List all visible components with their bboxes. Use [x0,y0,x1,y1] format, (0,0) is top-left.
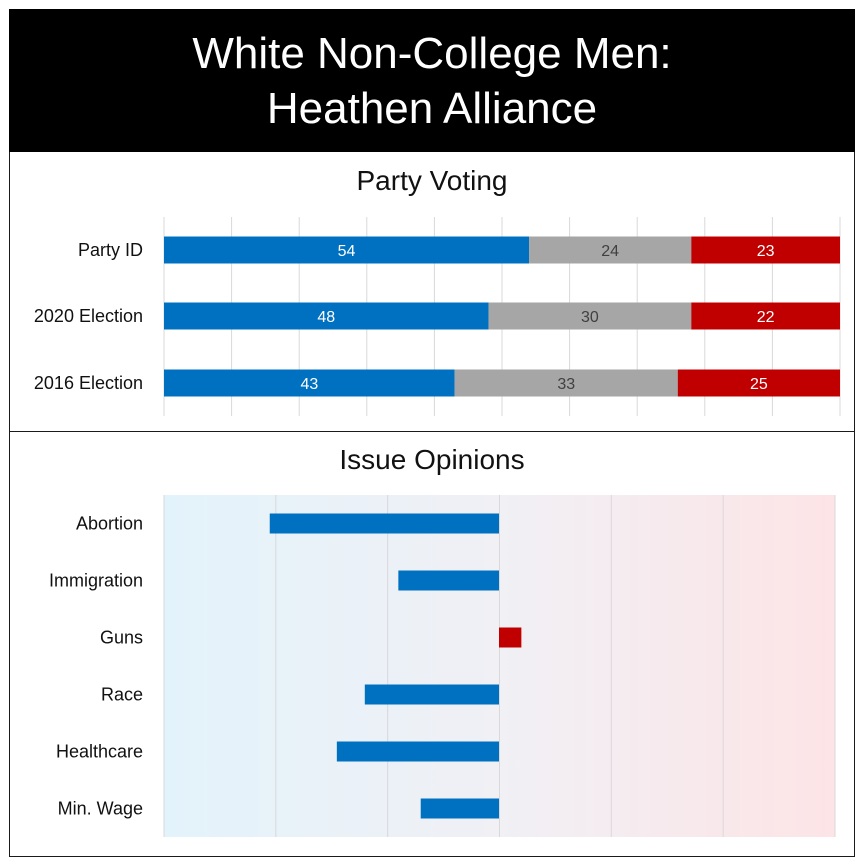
party-segment-value: 48 [317,309,335,326]
issue-category-label: Abortion [76,514,143,534]
issue-bar [398,570,499,591]
issue-category-label: Healthcare [56,742,143,762]
section-divider [9,431,855,432]
issue-category-label: Race [101,685,143,705]
party-bar-segment [677,369,840,397]
party-segment-value: 25 [750,376,768,393]
party-bar-segment [529,236,692,264]
issue-category-label: Guns [100,628,143,648]
party-segment-value: 22 [757,309,775,326]
party-voting-chart: Party ID 54 24 23 2020 Election 48 30 22 2016 El… [34,217,841,416]
party-segment-value: 43 [300,376,318,393]
party-segment-value: 24 [601,243,619,260]
issue-bar [420,798,499,819]
title-line-2: Heathen Alliance [266,83,598,133]
title-line-1: White Non-College Men: [192,28,672,78]
issue-opinions-title: Issue Opinions [339,444,525,475]
party-bar-segment [488,302,692,330]
party-category-label: 2020 Election [34,306,143,326]
party-segment-value: 23 [757,243,775,260]
party-category-label: Party ID [78,240,143,260]
party-voting-title: Party Voting [356,165,508,196]
party-bar-segment [164,369,455,397]
title-banner: White Non-College Men: Heathen Alliance [9,9,855,152]
issue-bar [499,627,522,648]
issue-category-label: Min. Wage [58,799,143,819]
issue-category-label: Immigration [49,571,143,591]
party-bar-segment [164,302,489,330]
issue-bar [269,513,499,534]
party-segment-value: 54 [338,243,356,260]
issue-bar [364,684,499,705]
party-category-label: 2016 Election [34,373,143,393]
party-segment-value: 33 [557,376,575,393]
issue-bar [336,741,499,762]
party-bar-segment [454,369,678,397]
party-bar-segment [691,236,840,264]
party-bar-segment [691,302,840,330]
party-segment-value: 30 [581,309,599,326]
issue-opinions-chart: Abortion Immigration Guns Race Healthcare Min… [49,495,836,837]
party-bar-segment [164,236,530,264]
